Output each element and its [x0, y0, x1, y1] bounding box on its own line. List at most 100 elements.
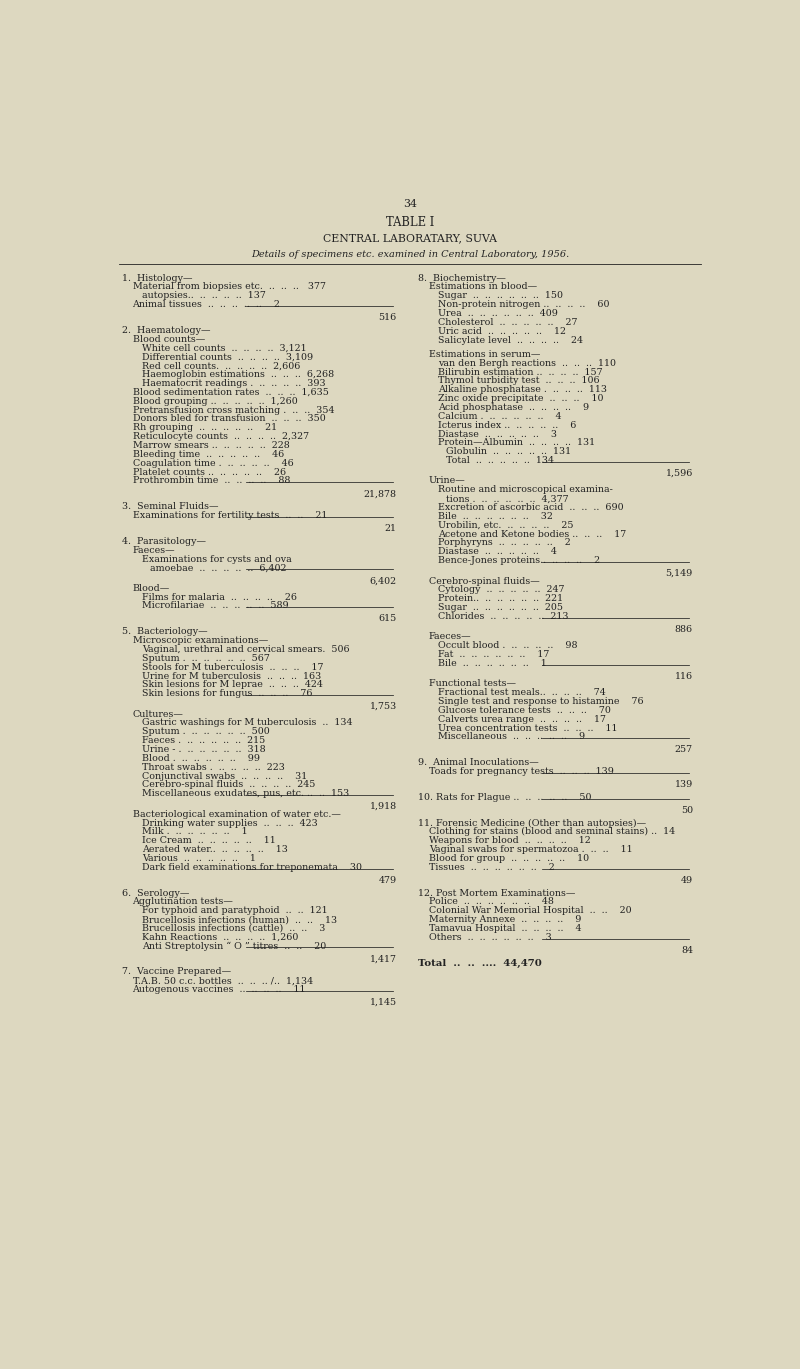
Text: Details of specimens etc. examined in Central Laboratory, 1956.: Details of specimens etc. examined in Ce…	[251, 249, 569, 259]
Text: Haematocrit readings .  ..  ..  ..  ..  393: Haematocrit readings . .. .. .. .. 393	[142, 379, 326, 387]
Text: Red cell counts.  ..  ..  ..  ..  2,606: Red cell counts. .. .. .. .. 2,606	[142, 361, 300, 371]
Text: Fat  ..  ..  ..  ..  ..  ..    17: Fat .. .. .. .. .. .. 17	[438, 650, 550, 658]
Text: Urobilin, etc.  ..  ..  ..  ..    25: Urobilin, etc. .. .. .. .. 25	[438, 520, 574, 530]
Text: Urine - .  ..  ..  ..  ..  ..  318: Urine - . .. .. .. .. .. 318	[142, 745, 266, 754]
Text: Blood grouping ..  ..  ..  ..  ..  1,260: Blood grouping .. .. .. .. .. 1,260	[133, 397, 298, 405]
Text: Microfilariae  ..  ..  ..  ..  ..  589: Microfilariae .. .. .. .. .. 589	[142, 601, 289, 611]
Text: Acetone and Ketone bodies ..  ..  ..    17: Acetone and Ketone bodies .. .. .. 17	[438, 530, 626, 538]
Text: Blood counts—: Blood counts—	[133, 335, 205, 344]
Text: Calcium .  ..  ..  ..  ..  ..    4: Calcium . .. .. .. .. .. 4	[438, 412, 562, 420]
Text: Acid phosphatase  ..  ..  ..  ..    9: Acid phosphatase .. .. .. .. 9	[438, 402, 589, 412]
Text: Salicylate level  ..  ..  ..  ..    24: Salicylate level .. .. .. .. 24	[438, 335, 583, 345]
Text: Skin lesions for fungus  ..  ..  ..    76: Skin lesions for fungus .. .. .. 76	[142, 689, 312, 698]
Text: 516: 516	[378, 314, 397, 322]
Text: Drinking water supplies  ..  ..  ..  423: Drinking water supplies .. .. .. 423	[142, 819, 318, 827]
Text: Brucellosis infections (cattle)  ..  ..    3: Brucellosis infections (cattle) .. .. 3	[142, 924, 326, 932]
Text: 615: 615	[378, 615, 397, 623]
Text: amoebae  ..  ..  ..  ..  ..  6,402: amoebae .. .. .. .. .. 6,402	[150, 564, 286, 572]
Text: Porphyryns  ..  ..  ..  ..  ..    2: Porphyryns .. .. .. .. .. 2	[438, 538, 570, 548]
Text: Bile  ..  ..  ..  ..  ..  ..    32: Bile .. .. .. .. .. .. 32	[438, 512, 553, 520]
Text: Vaginal, urethral and cervical smears.  506: Vaginal, urethral and cervical smears. 5…	[142, 645, 350, 654]
Text: Coagulation time .  ..  ..  ..  ..    46: Coagulation time . .. .. .. .. 46	[133, 459, 294, 468]
Text: Faeces—: Faeces—	[429, 632, 471, 641]
Text: Pretransfusion cross matching .  ..  ..  354: Pretransfusion cross matching . .. .. 35…	[133, 405, 334, 415]
Text: 1,596: 1,596	[666, 470, 693, 478]
Text: Diastase  ..  ..  ..  ..  ..    3: Diastase .. .. .. .. .. 3	[438, 430, 557, 438]
Text: 1,753: 1,753	[370, 702, 397, 711]
Text: Kahn Reactions  ..  ..  ..  ..  1,260: Kahn Reactions .. .. .. .. 1,260	[142, 932, 298, 942]
Text: 50: 50	[681, 805, 693, 815]
Text: 257: 257	[674, 745, 693, 754]
Text: Fractional test meals..  ..  ..  ..    74: Fractional test meals.. .. .. .. 74	[438, 689, 606, 697]
Text: Cultures—: Cultures—	[133, 709, 183, 719]
Text: Blood for group  ..  ..  ..  ..  ..    10: Blood for group .. .. .. .. .. 10	[429, 854, 589, 862]
Text: 9.  Animal Inoculations—: 9. Animal Inoculations—	[418, 758, 538, 767]
Text: 886: 886	[674, 624, 693, 634]
Text: 4.  Parasitology—: 4. Parasitology—	[122, 537, 206, 546]
Text: Urine for M tuberculosis  ..  ..  ..  163: Urine for M tuberculosis .. .. .. 163	[142, 672, 321, 680]
Text: Miscellaneous exudates, pus, etc. ..  ..  153: Miscellaneous exudates, pus, etc. .. .. …	[142, 790, 349, 798]
Text: Maternity Annexe  ..  ..  ..  ..    9: Maternity Annexe .. .. .. .. 9	[429, 914, 581, 924]
Text: 5.  Bacteriology—: 5. Bacteriology—	[122, 627, 207, 637]
Text: Urea  ..  ..  ..  ..  ..  ..  409: Urea .. .. .. .. .. .. 409	[438, 309, 558, 318]
Text: CENTRAL LABORATARY, SUVA: CENTRAL LABORATARY, SUVA	[323, 233, 497, 242]
Text: 3.  Seminal Fluids—: 3. Seminal Fluids—	[122, 502, 218, 511]
Text: Blood—: Blood—	[133, 583, 170, 593]
Text: 21,878: 21,878	[364, 489, 397, 498]
Text: Platelet counts ..  ..  ..  ..  ..    26: Platelet counts .. .. .. .. .. 26	[133, 468, 286, 476]
Text: TABLE I: TABLE I	[386, 216, 434, 229]
Text: Protein..  ..  ..  ..  ..  ..  221: Protein.. .. .. .. .. .. 221	[438, 594, 563, 604]
Text: 8.  Biochemistry—: 8. Biochemistry—	[418, 274, 506, 282]
Text: Ice Cream  ..  ..  ..  ..  ..    11: Ice Cream .. .. .. .. .. 11	[142, 836, 275, 845]
Text: Icterus index ..  ..  ..  ..  ..    6: Icterus index .. .. .. .. .. 6	[438, 420, 576, 430]
Text: Various  ..  ..  ..  ..  ..    1: Various .. .. .. .. .. 1	[142, 854, 256, 862]
Text: Bacteriological examination of water etc.—: Bacteriological examination of water etc…	[133, 809, 341, 819]
Text: Sugar  ..  ..  ..  ..  ..  ..  205: Sugar .. .. .. .. .. .. 205	[438, 604, 563, 612]
Text: Vaginal swabs for spermatozoa .  ..  ..    11: Vaginal swabs for spermatozoa . .. .. 11	[429, 845, 632, 854]
Text: Calverts urea range  ..  ..  ..  ..    17: Calverts urea range .. .. .. .. 17	[438, 715, 606, 724]
Text: tions .  ..  ..  ..  ..  ..  4,377: tions . .. .. .. .. .. 4,377	[446, 494, 568, 504]
Text: Estimations in blood—: Estimations in blood—	[429, 282, 537, 292]
Text: Faeces .  ..  ..  ..  ..  ..  215: Faeces . .. .. .. .. .. 215	[142, 737, 265, 745]
Text: Alkaline phosphatase .  ..  ..  ..  113: Alkaline phosphatase . .. .. .. 113	[438, 385, 607, 394]
Text: Tissues  ..  ..  ..  ..  ..  ..    2: Tissues .. .. .. .. .. .. 2	[429, 862, 554, 872]
Text: White cell counts  ..  ..  ..  ..  3,121: White cell counts .. .. .. .. 3,121	[142, 344, 306, 353]
Text: T.A.B. 50 c.c. bottles  ..  ..  .. /..  1,134: T.A.B. 50 c.c. bottles .. .. .. /.. 1,13…	[133, 976, 313, 986]
Text: Weapons for blood  ..  ..  ..  ..    12: Weapons for blood .. .. .. .. 12	[429, 836, 590, 845]
Text: Cholesterol  ..  ..  ..  ..  ..    27: Cholesterol .. .. .. .. .. 27	[438, 318, 578, 327]
Text: Gastric washings for M tuberculosis  ..  134: Gastric washings for M tuberculosis .. 1…	[142, 719, 352, 727]
Text: Zinc oxide precipitate  ..  ..  ..    10: Zinc oxide precipitate .. .. .. 10	[438, 394, 603, 402]
Text: 84: 84	[681, 946, 693, 954]
Text: 49: 49	[681, 876, 693, 884]
Text: For typhoid and paratyphoid  ..  ..  121: For typhoid and paratyphoid .. .. 121	[142, 906, 327, 916]
Text: Total  ..  ..  ....  44,470: Total .. .. .... 44,470	[418, 958, 542, 968]
Text: 21: 21	[385, 524, 397, 533]
Text: Urea concentration tests  ..  ..  ..    11: Urea concentration tests .. .. .. 11	[438, 724, 618, 732]
Text: 1,918: 1,918	[370, 802, 397, 810]
Text: Diastase  ..  ..  ..  ..  ..    4: Diastase .. .. .. .. .. 4	[438, 548, 557, 556]
Text: Others  ..  ..  ..  ..  ..  ..    3: Others .. .. .. .. .. .. 3	[429, 932, 551, 942]
Text: Animal tissues  ..  ..  ..  ..  ..    2: Animal tissues .. .. .. .. .. 2	[133, 300, 281, 309]
Text: 12. Post Mortem Examinations—: 12. Post Mortem Examinations—	[418, 888, 575, 898]
Text: Cerebro-spinal fluids—: Cerebro-spinal fluids—	[429, 576, 539, 586]
Text: Tamavua Hospital  ..  ..  ..  ..    4: Tamavua Hospital .. .. .. .. 4	[429, 924, 581, 932]
Text: Brucellosis infections (human)  ..  ..    13: Brucellosis infections (human) .. .. 13	[142, 914, 337, 924]
Text: Anti Streptolysin “ O ” titres  ..  ..    20: Anti Streptolysin “ O ” titres .. .. 20	[142, 942, 326, 951]
Text: Sputum .  ..  ..  ..  ..  ..  500: Sputum . .. .. .. .. .. 500	[142, 727, 270, 737]
Text: Stools for M tuberculosis  ..  ..  ..    17: Stools for M tuberculosis .. .. .. 17	[142, 663, 323, 672]
Text: Urine—: Urine—	[429, 476, 466, 486]
Text: Colonial War Memorial Hospital  ..  ..    20: Colonial War Memorial Hospital .. .. 20	[429, 906, 631, 916]
Text: Faeces—: Faeces—	[133, 546, 175, 554]
Text: 1,417: 1,417	[370, 954, 397, 964]
Text: Milk .  ..  ..  ..  ..  ..    1: Milk . .. .. .. .. .. 1	[142, 827, 247, 836]
Text: Uric acid  ..  ..  ..  ..  ..    12: Uric acid .. .. .. .. .. 12	[438, 327, 566, 335]
Text: 34: 34	[403, 199, 417, 209]
Text: Cytology  ..  ..  ..  ..  ..  247: Cytology .. .. .. .. .. 247	[438, 586, 565, 594]
Text: Functional tests—: Functional tests—	[429, 679, 515, 689]
Text: Throat swabs .  ..  ..  ..  ..  223: Throat swabs . .. .. .. .. 223	[142, 763, 285, 772]
Text: Single test and response to histamine    76: Single test and response to histamine 76	[438, 697, 643, 706]
Text: 1.  Histology—: 1. Histology—	[122, 274, 192, 282]
Text: Sputum .  ..  ..  ..  ..  ..  567: Sputum . .. .. .. .. .. 567	[142, 654, 270, 663]
Text: Films for malaria  ..  ..  ..  ..    26: Films for malaria .. .. .. .. 26	[142, 593, 297, 601]
Text: Bile  ..  ..  ..  ..  ..  ..    1: Bile .. .. .. .. .. .. 1	[438, 658, 546, 668]
